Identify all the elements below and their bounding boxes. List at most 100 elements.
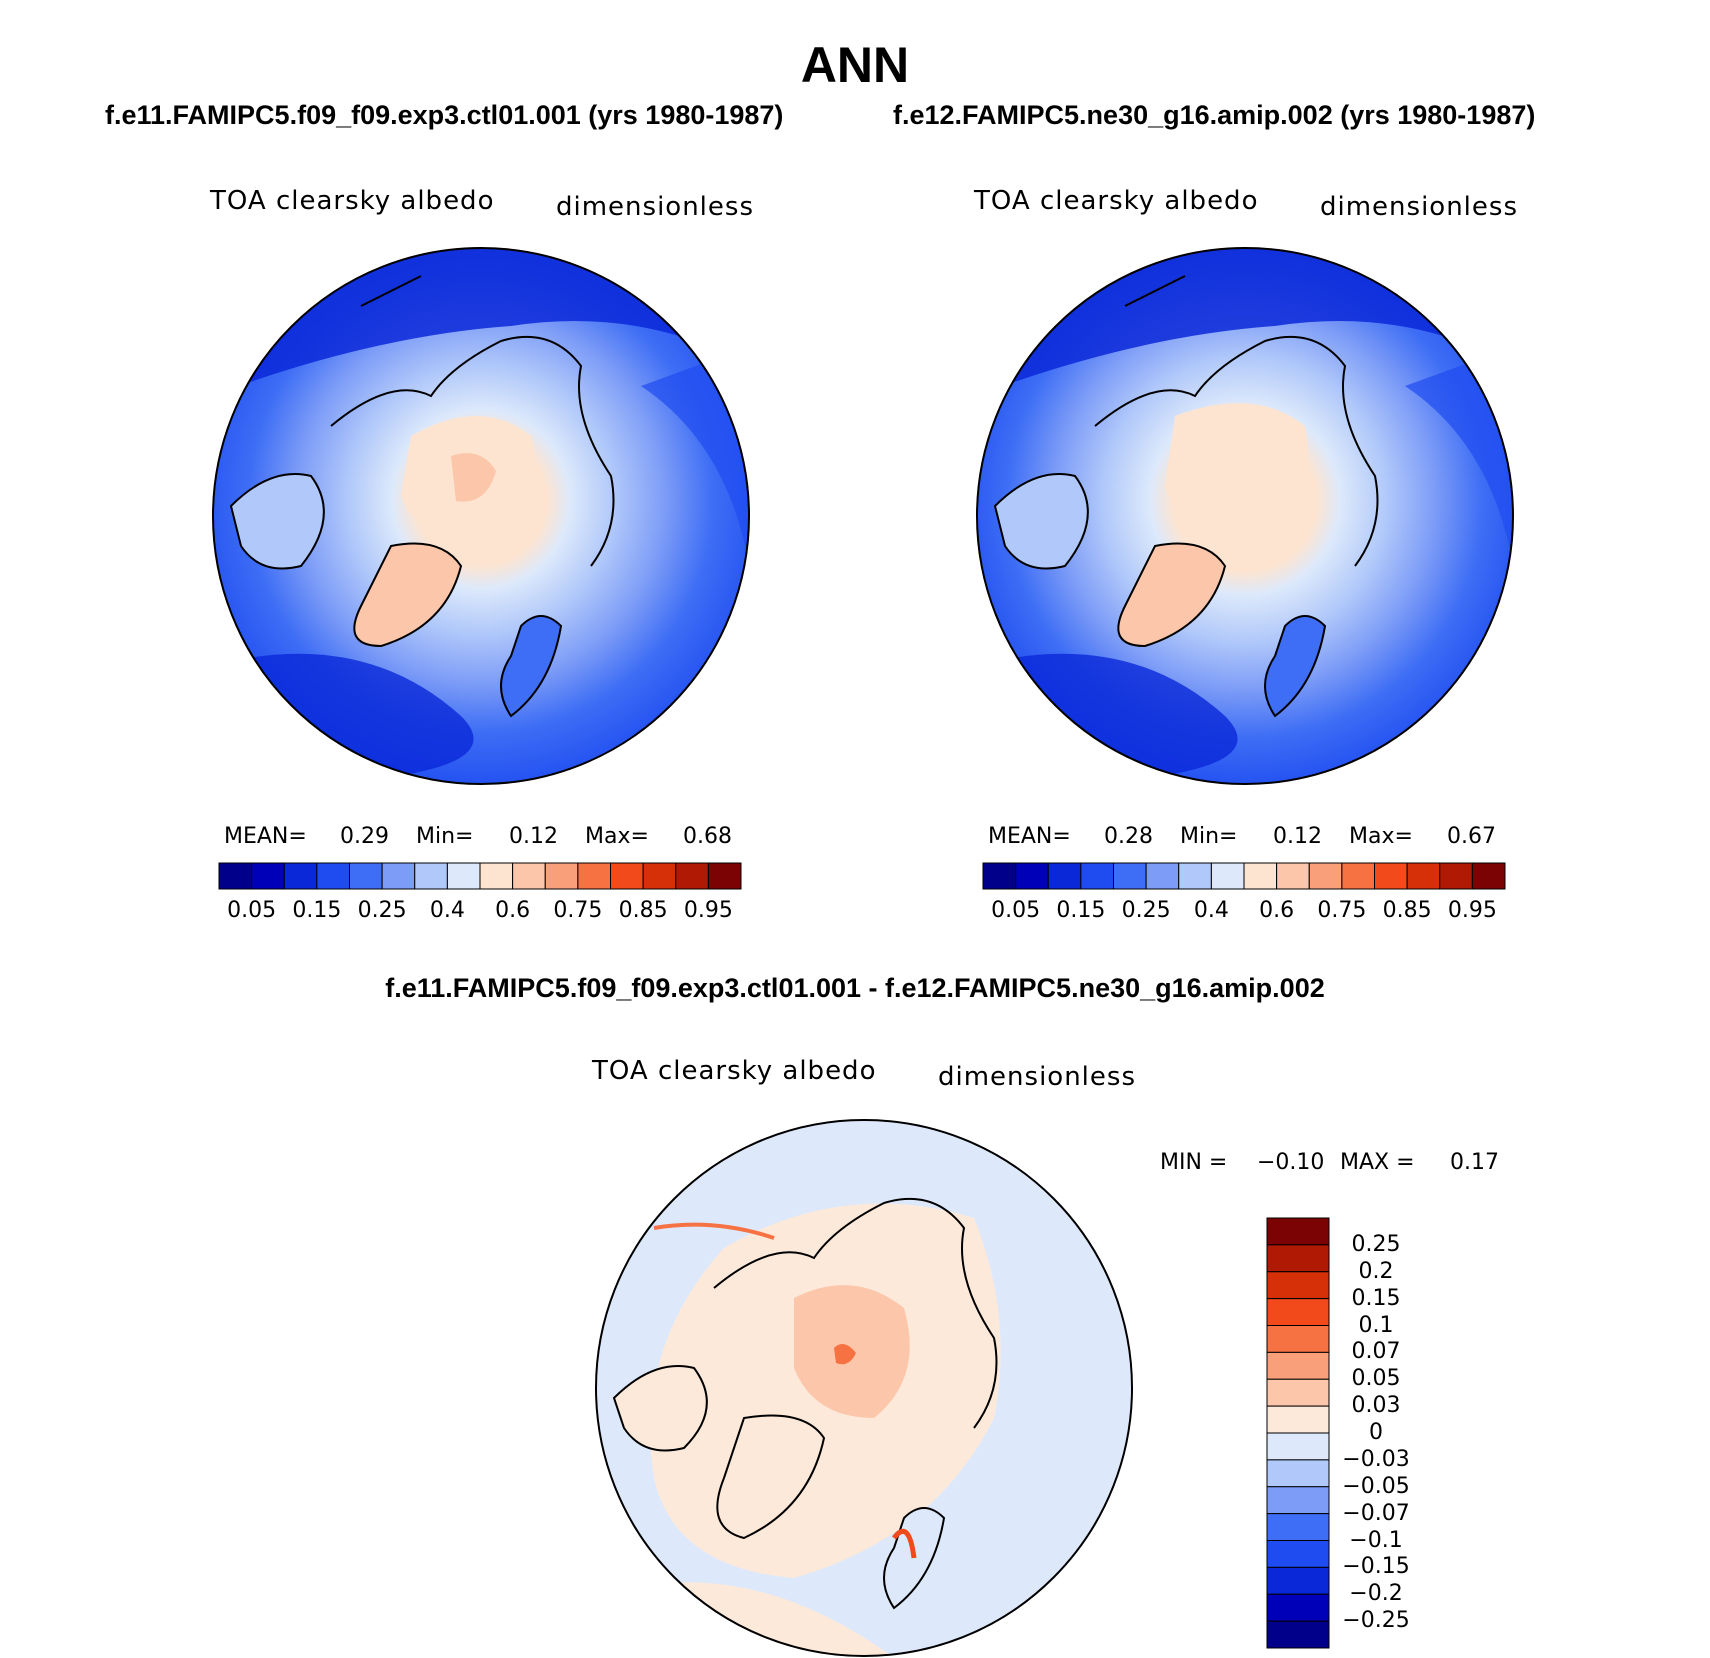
panel-1-colorbar-box <box>512 862 546 890</box>
panel-2-mean-label: MEAN= <box>988 824 1071 849</box>
panel-1-max-label: Max= <box>585 824 649 849</box>
panel-2-colorbar-box <box>1471 862 1506 890</box>
diff-colorbar-tick-label: −0.1 <box>1349 1527 1403 1553</box>
panel-1-mean-value: 0.29 <box>340 824 389 849</box>
panel-2-colorbar-box <box>1145 862 1180 890</box>
panel-2-colorbar-box <box>1113 862 1147 890</box>
diff-colorbar-tick-label: 0.25 <box>1351 1231 1401 1257</box>
diff-colorbar <box>1266 1217 1330 1649</box>
diff-min-value: −0.10 <box>1257 1150 1325 1175</box>
panel-1-case-title: f.e11.FAMIPC5.f09_f09.exp3.ctl01.001 (yr… <box>105 100 784 130</box>
panel-2-units: dimensionless <box>1320 192 1518 222</box>
panel-1-colorbar-box <box>675 862 709 890</box>
panel-2-colorbar-tick-label: 0.4 <box>1193 898 1229 923</box>
panel-1-colorbar-box <box>707 862 742 890</box>
panel-1-colorbar-box <box>251 862 285 890</box>
panel-2-colorbar-box <box>1178 862 1212 890</box>
panel-2-colorbar-box <box>1015 862 1049 890</box>
diff-colorbar-box <box>1266 1620 1330 1649</box>
diff-colorbar-box <box>1266 1271 1330 1300</box>
diff-colorbar-box <box>1266 1217 1330 1246</box>
panel-2-colorbar-box <box>1276 862 1310 890</box>
panel-1-colorbar-box <box>642 862 677 890</box>
diff-case-title: f.e11.FAMIPC5.f09_f09.exp3.ctl01.001 - f… <box>385 973 1325 1003</box>
panel-2-colorbar <box>982 862 1506 890</box>
panel-2-colorbar-box <box>1308 862 1343 890</box>
diff-colorbar-box <box>1266 1325 1330 1353</box>
diff-colorbar-box <box>1266 1405 1330 1434</box>
diff-colorbar-box <box>1266 1459 1330 1488</box>
diff-colorbar-box <box>1266 1540 1330 1568</box>
panel-1-colorbar-box <box>446 862 481 890</box>
diff-max-value: 0.17 <box>1450 1150 1499 1175</box>
panel-1-min-value: 0.12 <box>509 824 558 849</box>
panel-1-colorbar-tick-label: 0.4 <box>429 898 465 923</box>
panel-1-colorbar-tick-label: 0.75 <box>553 898 603 923</box>
diff-colorbar-box <box>1266 1593 1330 1622</box>
panel-2-colorbar-tick-label: 0.95 <box>1447 898 1497 923</box>
diff-colorbar-box <box>1266 1566 1330 1595</box>
diff-colorbar-box <box>1266 1298 1330 1326</box>
diff-colorbar-box <box>1266 1244 1330 1273</box>
panel-2-colorbar-box <box>1210 862 1245 890</box>
panel-2-colorbar-box <box>1374 862 1408 890</box>
diff-colorbar-tick-label: −0.03 <box>1342 1446 1410 1472</box>
panel-1-colorbar-box <box>610 862 644 890</box>
diff-colorbar-tick-label: 0 <box>1369 1420 1383 1445</box>
panel-1-polar-map <box>212 247 750 785</box>
panel-2-colorbar-box <box>1439 862 1473 890</box>
panel-1-colorbar-tick-label: 0.85 <box>618 898 668 923</box>
diff-colorbar-tick-label: −0.05 <box>1342 1473 1410 1499</box>
panel-2-colorbar-tick-label: 0.25 <box>1121 898 1171 923</box>
panel-1-colorbar-box <box>479 862 514 890</box>
diff-colorbar-box <box>1266 1486 1330 1515</box>
panel-1-max-value: 0.68 <box>683 824 732 849</box>
diff-variable: TOA clearsky albedo <box>592 1056 877 1086</box>
diff-colorbar-tick-label: −0.07 <box>1342 1500 1410 1526</box>
panel-2-max-value: 0.67 <box>1447 824 1496 849</box>
panel-1-colorbar <box>218 862 742 890</box>
panel-1-colorbar-box <box>218 862 253 890</box>
diff-polar-map <box>595 1119 1133 1657</box>
panel-1-colorbar-tick-label: 0.25 <box>357 898 407 923</box>
diff-max-label: MAX = <box>1340 1150 1415 1175</box>
panel-1-colorbar-box <box>544 862 579 890</box>
diff-min-label: MIN = <box>1160 1150 1228 1175</box>
diff-colorbar-tick-label: −0.15 <box>1342 1554 1410 1580</box>
diff-colorbar-tick-label: 0.07 <box>1351 1339 1401 1365</box>
panel-1-colorbar-tick-label: 0.15 <box>292 898 342 923</box>
panel-1-colorbar-tick-label: 0.95 <box>683 898 733 923</box>
panel-2-colorbar-tick-label: 0.05 <box>991 898 1041 923</box>
diff-colorbar-tick-label: 0.03 <box>1351 1393 1401 1419</box>
panel-1-variable: TOA clearsky albedo <box>210 186 495 216</box>
panel-1-colorbar-box <box>577 862 611 890</box>
panel-1-colorbar-box <box>414 862 448 890</box>
panel-2-variable: TOA clearsky albedo <box>974 186 1259 216</box>
panel-2-colorbar-tick-label: 0.85 <box>1382 898 1432 923</box>
panel-2-colorbar-box <box>982 862 1017 890</box>
panel-2-colorbar-box <box>1047 862 1082 890</box>
diff-colorbar-tick-label: 0.2 <box>1358 1258 1394 1284</box>
panel-2-mean-value: 0.28 <box>1104 824 1153 849</box>
panel-2-colorbar-box <box>1341 862 1375 890</box>
diff-colorbar-tick-label: −0.25 <box>1342 1608 1410 1634</box>
panel-1-mean-label: MEAN= <box>224 824 307 849</box>
diff-colorbar-tick-label: 0.1 <box>1358 1312 1394 1338</box>
panel-1-min-label: Min= <box>416 824 474 849</box>
panel-2-max-label: Max= <box>1349 824 1413 849</box>
diff-colorbar-box <box>1266 1432 1330 1461</box>
diff-colorbar-tick-label: −0.2 <box>1349 1581 1403 1607</box>
panel-2-case-title: f.e12.FAMIPC5.ne30_g16.amip.002 (yrs 198… <box>893 100 1536 130</box>
diff-colorbar-box <box>1266 1351 1330 1380</box>
panel-2-colorbar-tick-label: 0.6 <box>1259 898 1295 923</box>
diff-colorbar-box <box>1266 1513 1330 1541</box>
panel-2-colorbar-tick-label: 0.15 <box>1056 898 1106 923</box>
diff-colorbar-box <box>1266 1378 1330 1407</box>
diff-units: dimensionless <box>938 1062 1136 1092</box>
panel-1-units: dimensionless <box>556 192 754 222</box>
panel-1-colorbar-box <box>316 862 350 890</box>
panel-2-colorbar-box <box>1406 862 1441 890</box>
panel-1-colorbar-box <box>349 862 383 890</box>
panel-2-min-label: Min= <box>1180 824 1238 849</box>
diff-colorbar-tick-label: 0.15 <box>1351 1285 1401 1311</box>
